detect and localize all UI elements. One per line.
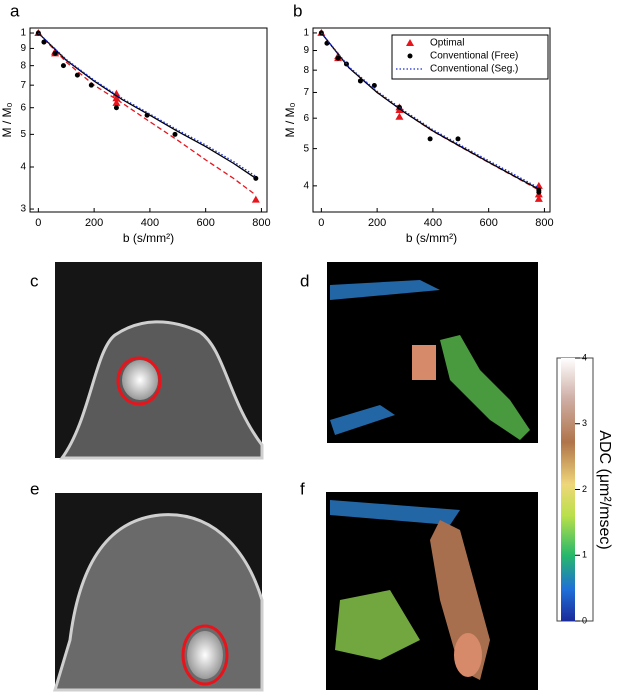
image-d: [327, 262, 538, 443]
point: [144, 112, 150, 118]
x-tick-label: 400: [424, 217, 442, 229]
colorbar-tick-label: 0: [582, 615, 587, 625]
point: [251, 195, 260, 203]
y-tick-label: 5: [303, 143, 309, 154]
x-axis-label: b (s/mm²): [123, 231, 174, 245]
x-tick-label: 0: [35, 217, 41, 229]
y-tick-label: 4: [20, 162, 26, 173]
x-axis-label: b (s/mm²): [406, 231, 457, 245]
y-axis-label: M / M₀: [0, 102, 14, 137]
point: [253, 175, 259, 181]
fit-line: [37, 32, 257, 196]
colorbar-tick-label: 4: [582, 352, 587, 362]
fit-line: [37, 32, 257, 179]
legend-marker: [407, 53, 413, 59]
x-tick-label: 400: [141, 217, 159, 229]
x-tick-label: 200: [368, 217, 386, 229]
panel-label: b: [293, 1, 302, 20]
legend-label: Conventional (Free): [430, 51, 518, 62]
point: [335, 55, 341, 61]
legend-label: Conventional (Seg.): [430, 64, 518, 75]
x-tick-label: 800: [252, 217, 270, 229]
panel-label: c: [30, 271, 39, 290]
plot-frame: [29, 27, 268, 213]
image-e: [52, 493, 264, 692]
fit-line: [320, 32, 540, 190]
image-f: [326, 492, 538, 690]
point: [536, 187, 542, 193]
point: [112, 98, 121, 106]
panel-label: d: [300, 271, 309, 290]
colorbar: [561, 358, 575, 621]
plot-frame: [312, 27, 551, 213]
point: [41, 39, 47, 45]
y-tick-label: 7: [20, 80, 26, 91]
point: [357, 78, 363, 84]
point: [371, 82, 377, 88]
point: [74, 72, 80, 78]
legend-marker: [406, 39, 414, 46]
y-tick-label: 8: [303, 65, 309, 76]
y-axis-label: M / M₀: [283, 102, 297, 137]
y-tick-label: 1: [303, 28, 309, 39]
y-tick-label: 6: [303, 113, 309, 124]
y-tick-label: 9: [303, 45, 309, 56]
y-tick-label: 9: [20, 43, 26, 54]
panel-label: e: [30, 479, 39, 498]
x-tick-label: 0: [318, 217, 324, 229]
y-tick-label: 4: [303, 180, 309, 191]
point: [52, 50, 58, 56]
point: [172, 131, 178, 137]
panel-label: f: [300, 479, 305, 498]
chart: 0 200 400 600 800 1 9 8 7 6 5 4 3 b (s/mm²) M / M₀: [0, 27, 271, 245]
x-tick-label: 600: [196, 217, 214, 229]
legend-box: [391, 34, 549, 80]
point: [112, 94, 121, 102]
legend-label: Optimal: [430, 38, 464, 49]
y-tick-label: 7: [303, 87, 309, 98]
series-line: [37, 32, 257, 177]
chart: 0 200 400 600 800 1 9 8 7 6 5 4 b (s/mm²) M / M₀ Optim…: [283, 27, 554, 245]
y-tick-label: 5: [20, 129, 26, 140]
y-tick-label: 8: [20, 60, 26, 71]
point: [395, 112, 404, 120]
colorbar-tick-label: 3: [582, 418, 587, 428]
point: [427, 136, 433, 142]
x-tick-label: 600: [479, 217, 497, 229]
x-tick-label: 200: [85, 217, 103, 229]
y-tick-label: 6: [20, 102, 26, 113]
colorbar-tick-label: 2: [582, 484, 587, 494]
colorbar-tick-label: 1: [582, 550, 587, 560]
y-tick-label: 1: [20, 28, 26, 39]
point: [534, 194, 543, 202]
point: [455, 136, 461, 142]
panel-label: a: [10, 1, 20, 20]
point: [60, 63, 66, 69]
y-tick-label: 3: [20, 204, 26, 215]
colorbar-label: ADC (μm²/msec): [596, 430, 613, 549]
point: [88, 82, 94, 88]
series-line: [320, 32, 540, 189]
point: [113, 105, 119, 111]
x-tick-label: 800: [535, 217, 553, 229]
image-c: [55, 262, 264, 460]
